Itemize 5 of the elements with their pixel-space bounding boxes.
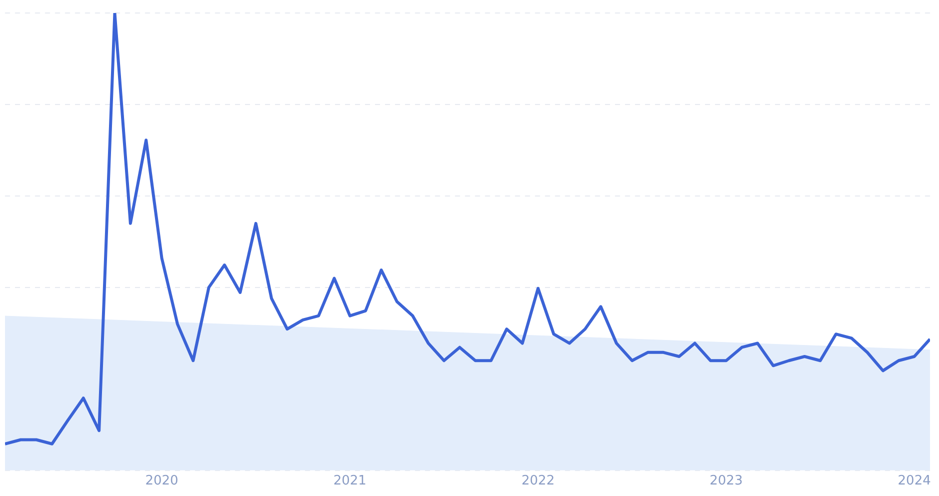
x-tick-label: 2021 [333,474,366,489]
x-tick-label: 2020 [145,474,178,489]
x-tick-label: 2022 [522,474,555,489]
x-tick-label: 2023 [710,474,743,489]
x-tick-label: 2024 [898,474,931,489]
